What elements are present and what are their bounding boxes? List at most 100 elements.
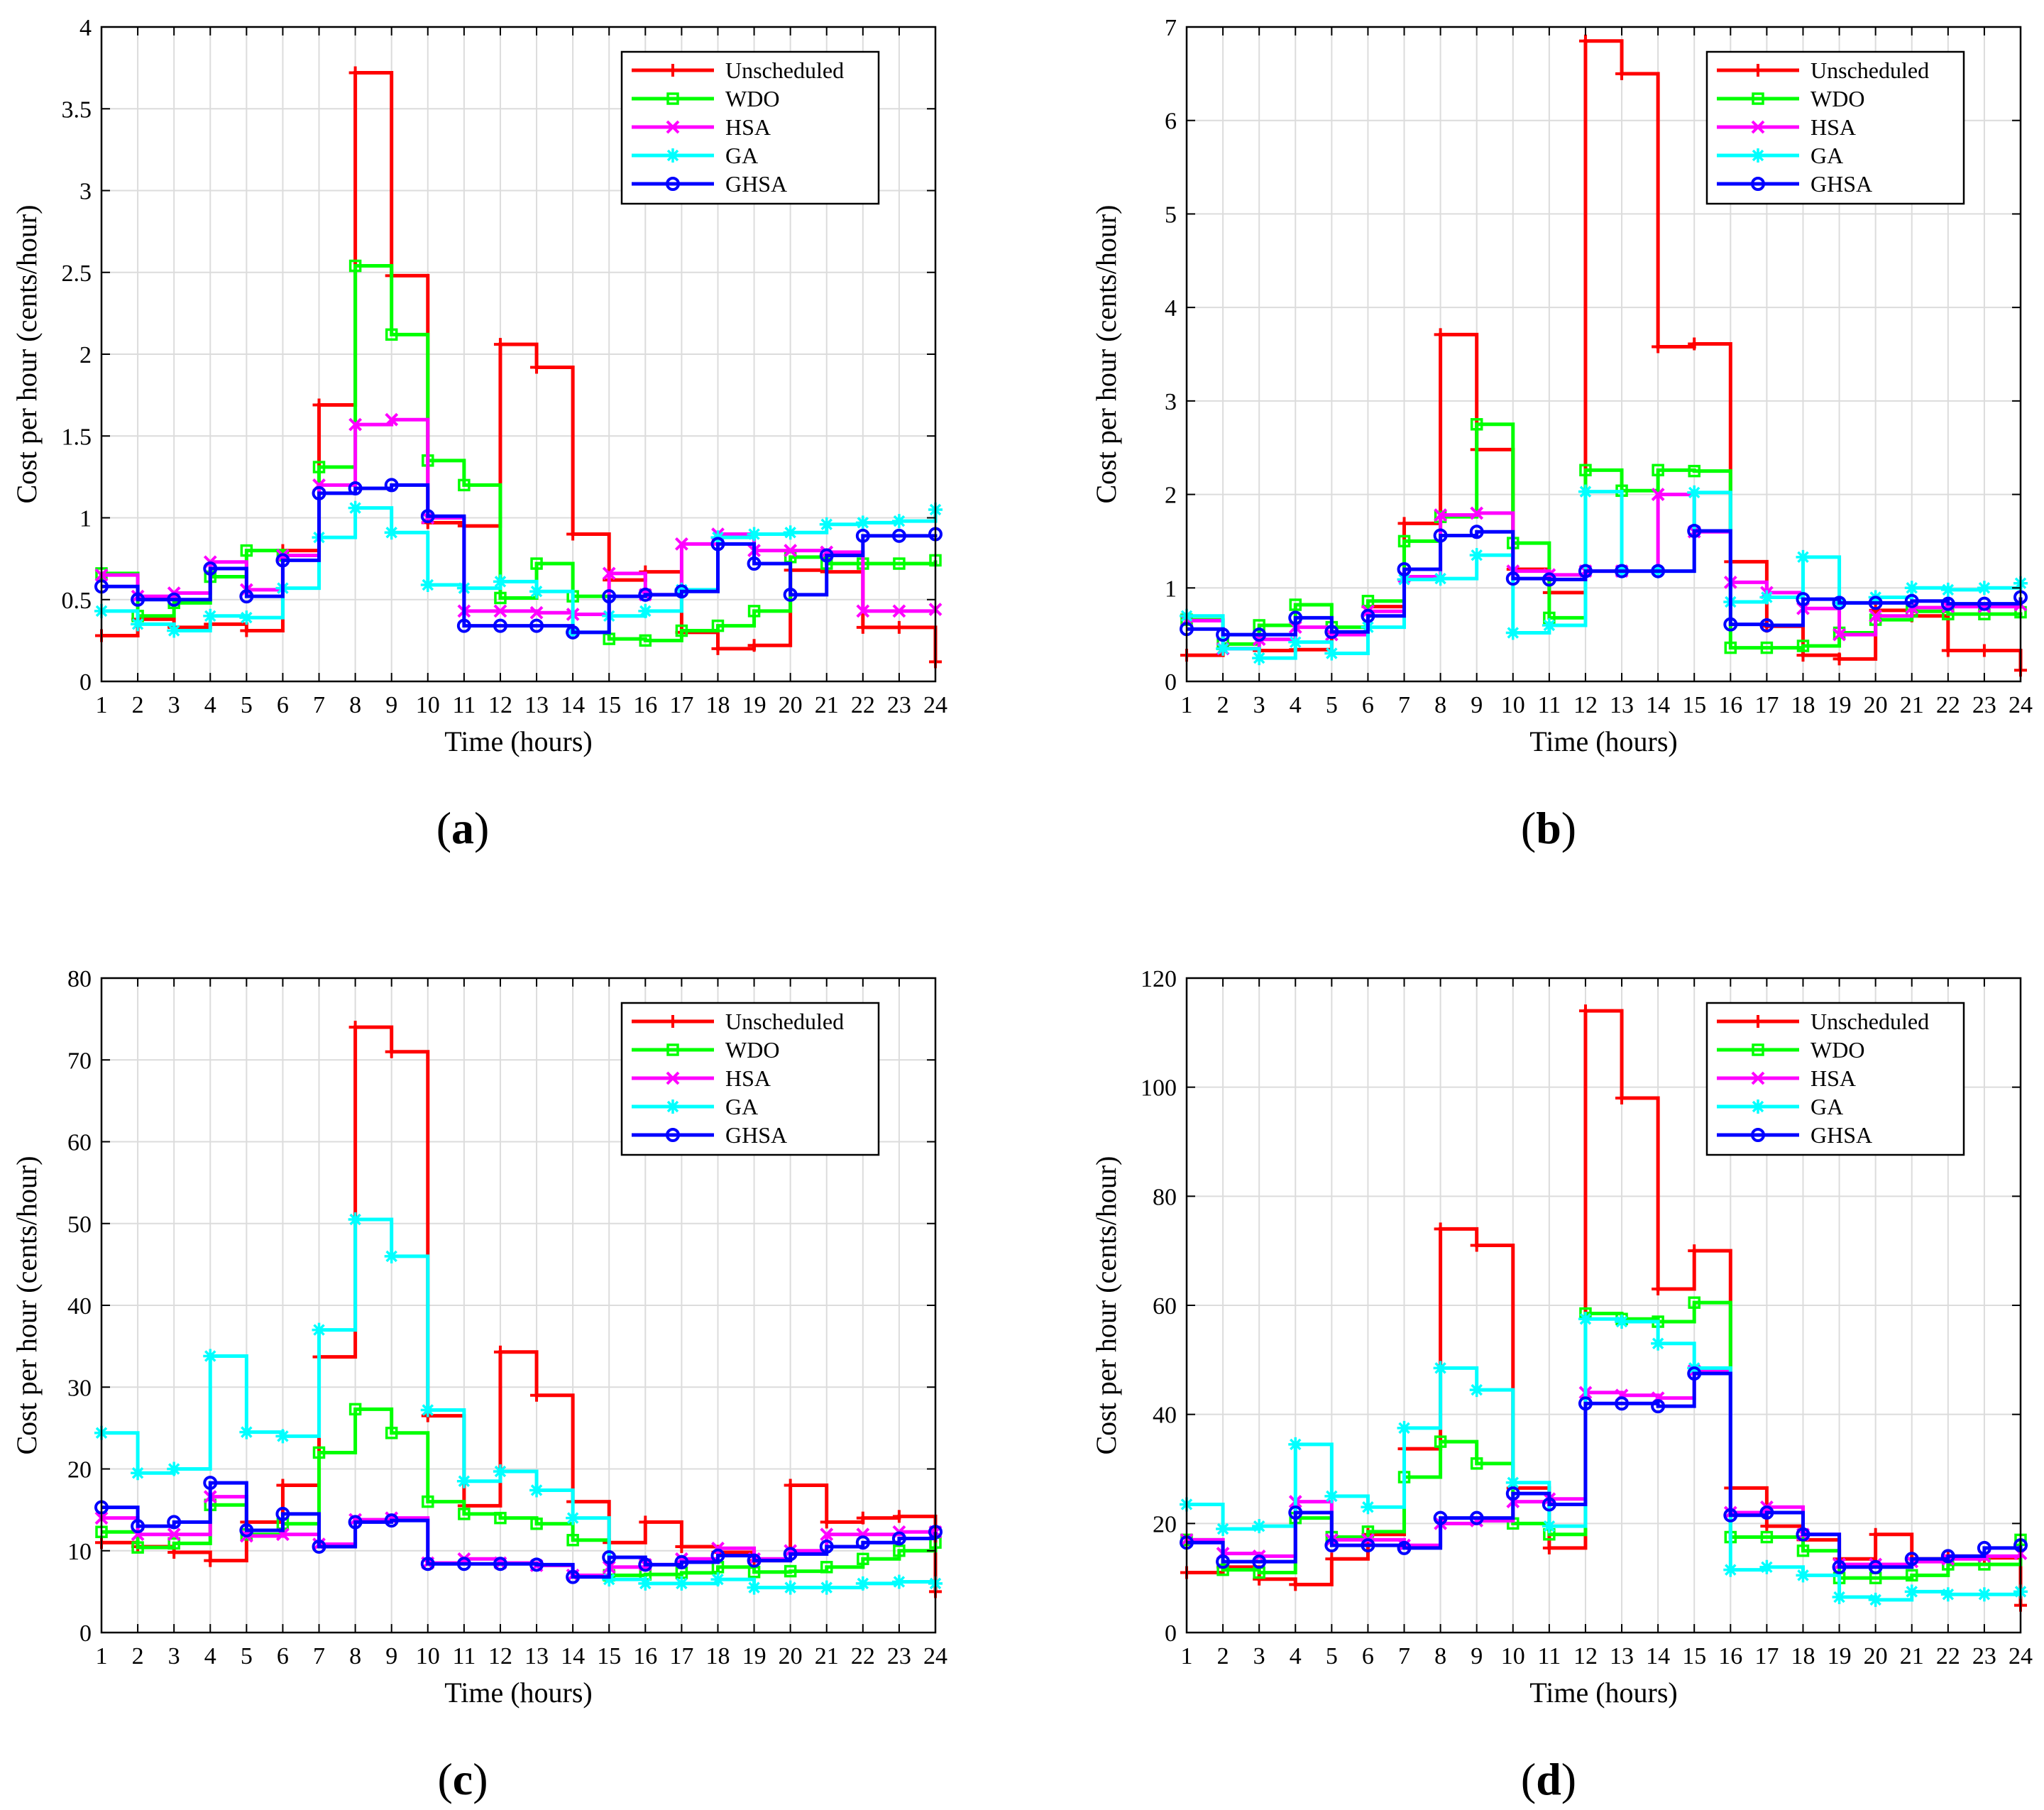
x-tick-label: 11	[452, 692, 476, 718]
data-point-unscheduled	[1652, 1282, 1665, 1295]
x-tick-label: 13	[524, 692, 549, 718]
data-point-ga	[1796, 549, 1811, 564]
legend-item-ga: GA	[632, 143, 758, 168]
x-tick-label: 16	[1718, 1643, 1742, 1669]
x-tick-label: 14	[1646, 692, 1670, 718]
data-point-ghsa	[456, 1557, 471, 1572]
data-point-ga	[1940, 1587, 1955, 1602]
data-point-unscheduled	[276, 1479, 290, 1492]
y-tick-label: 120	[1141, 966, 1177, 992]
legend-marker	[666, 92, 679, 105]
legend-label: HSA	[725, 114, 771, 140]
x-tick-label: 16	[633, 692, 657, 718]
legend-marker	[666, 64, 679, 77]
legend-marker	[666, 1099, 680, 1114]
x-tick-label: 14	[561, 692, 585, 718]
data-point-ga	[420, 1403, 435, 1417]
series-ghsa	[94, 478, 943, 640]
legend: Unscheduled WDO HSA GA GHSA	[620, 50, 880, 205]
data-point-unscheduled	[312, 398, 326, 412]
x-tick-label: 16	[633, 1643, 657, 1669]
x-tick-label: 12	[488, 1643, 512, 1669]
data-point-ghsa	[1252, 1554, 1267, 1569]
data-point-wdo	[131, 1541, 144, 1554]
legend-item-wdo: WDO	[1717, 86, 1864, 111]
data-point-ghsa	[891, 528, 906, 543]
data-point-ga	[239, 1425, 254, 1439]
legend-label: WDO	[1811, 1037, 1864, 1063]
data-point-unscheduled	[348, 1021, 362, 1034]
data-point-unscheduled	[1325, 1552, 1339, 1566]
data-point-ga	[1759, 590, 1774, 605]
data-point-ghsa	[1216, 627, 1231, 642]
data-point-hsa	[1651, 488, 1665, 501]
x-tick-label: 4	[204, 1643, 216, 1669]
data-point-ghsa	[1324, 1538, 1339, 1553]
chart-panel-b: 1 2 3 4 5 6 7 8 9 10 11 12 13 14 15 16 17 18 19 20 21 22 23 240…	[1090, 15, 2033, 853]
data-point-ghsa	[529, 618, 544, 633]
data-point-ghsa	[348, 481, 363, 496]
data-point-ghsa	[239, 1523, 254, 1537]
x-tick-label: 2	[132, 1643, 144, 1669]
y-tick-label: 1.5	[62, 424, 92, 450]
y-tick-label: 20	[67, 1457, 92, 1483]
legend-label: GHSA	[725, 1122, 787, 1148]
data-point-wdo	[1289, 598, 1302, 611]
data-point-ghsa	[131, 1519, 145, 1534]
data-point-ghsa	[131, 592, 145, 607]
x-tick-label: 2	[132, 692, 144, 718]
data-point-ghsa	[710, 1548, 725, 1563]
x-tick-label: 6	[277, 1643, 289, 1669]
data-point-unscheduled	[1941, 644, 1955, 657]
x-tick-label: 15	[597, 1643, 621, 1669]
x-tick-label: 7	[313, 692, 325, 718]
data-point-hsa	[602, 566, 616, 581]
series-ghsa	[1180, 1366, 2028, 1574]
data-point-wdo	[1361, 594, 1375, 608]
x-tick-label: 9	[1471, 692, 1483, 718]
data-point-wdo	[530, 1517, 543, 1530]
data-point-wdo	[893, 557, 906, 570]
legend-marker	[1751, 177, 1765, 191]
x-tick-label: 23	[887, 692, 911, 718]
data-point-unscheduled	[1688, 337, 1701, 351]
data-point-ghsa	[1796, 592, 1811, 607]
data-point-wdo	[312, 1446, 326, 1459]
legend-item-hsa: HSA	[1717, 114, 1856, 140]
x-tick-label: 7	[1398, 1643, 1410, 1669]
data-point-ghsa	[1759, 618, 1774, 632]
data-point-ga	[1216, 641, 1231, 656]
data-point-ghsa	[1904, 1552, 1919, 1567]
legend-label: GA	[1811, 1094, 1843, 1119]
y-tick-label: 60	[67, 1130, 92, 1156]
data-point-ga	[275, 1429, 290, 1444]
data-point-ga	[891, 514, 906, 529]
data-point-hsa	[1434, 508, 1448, 522]
y-tick-label: 4	[79, 15, 92, 41]
legend-marker	[666, 1015, 679, 1028]
x-tick-label: 11	[1537, 1643, 1561, 1669]
y-tick-label: 0.5	[62, 588, 92, 614]
panel-caption: (b)	[1521, 803, 1576, 853]
data-point-unscheduled	[1397, 517, 1411, 530]
x-tick-label: 15	[1682, 692, 1706, 718]
data-point-wdo	[530, 557, 543, 570]
y-tick-label: 70	[67, 1048, 92, 1074]
x-tick-label: 17	[669, 1643, 693, 1669]
data-point-unscheduled	[530, 1388, 544, 1402]
data-point-ghsa	[384, 1513, 399, 1528]
x-tick-label: 19	[742, 1643, 766, 1669]
x-tick-label: 12	[1573, 1643, 1598, 1669]
y-tick-label: 80	[67, 966, 92, 992]
data-point-wdo	[1760, 641, 1774, 654]
legend-item-unscheduled: Unscheduled	[632, 57, 844, 83]
data-point-wdo	[747, 605, 761, 618]
y-tick-label: 50	[67, 1212, 92, 1238]
axes-box	[1185, 26, 2022, 683]
data-point-ghsa	[1940, 1549, 1955, 1564]
x-tick-label: 1	[96, 1643, 108, 1669]
data-point-ghsa	[1687, 1366, 1702, 1381]
data-point-ga	[1505, 1475, 1520, 1490]
data-point-unscheduled	[204, 1554, 217, 1567]
data-point-unscheduled	[1289, 1578, 1302, 1591]
